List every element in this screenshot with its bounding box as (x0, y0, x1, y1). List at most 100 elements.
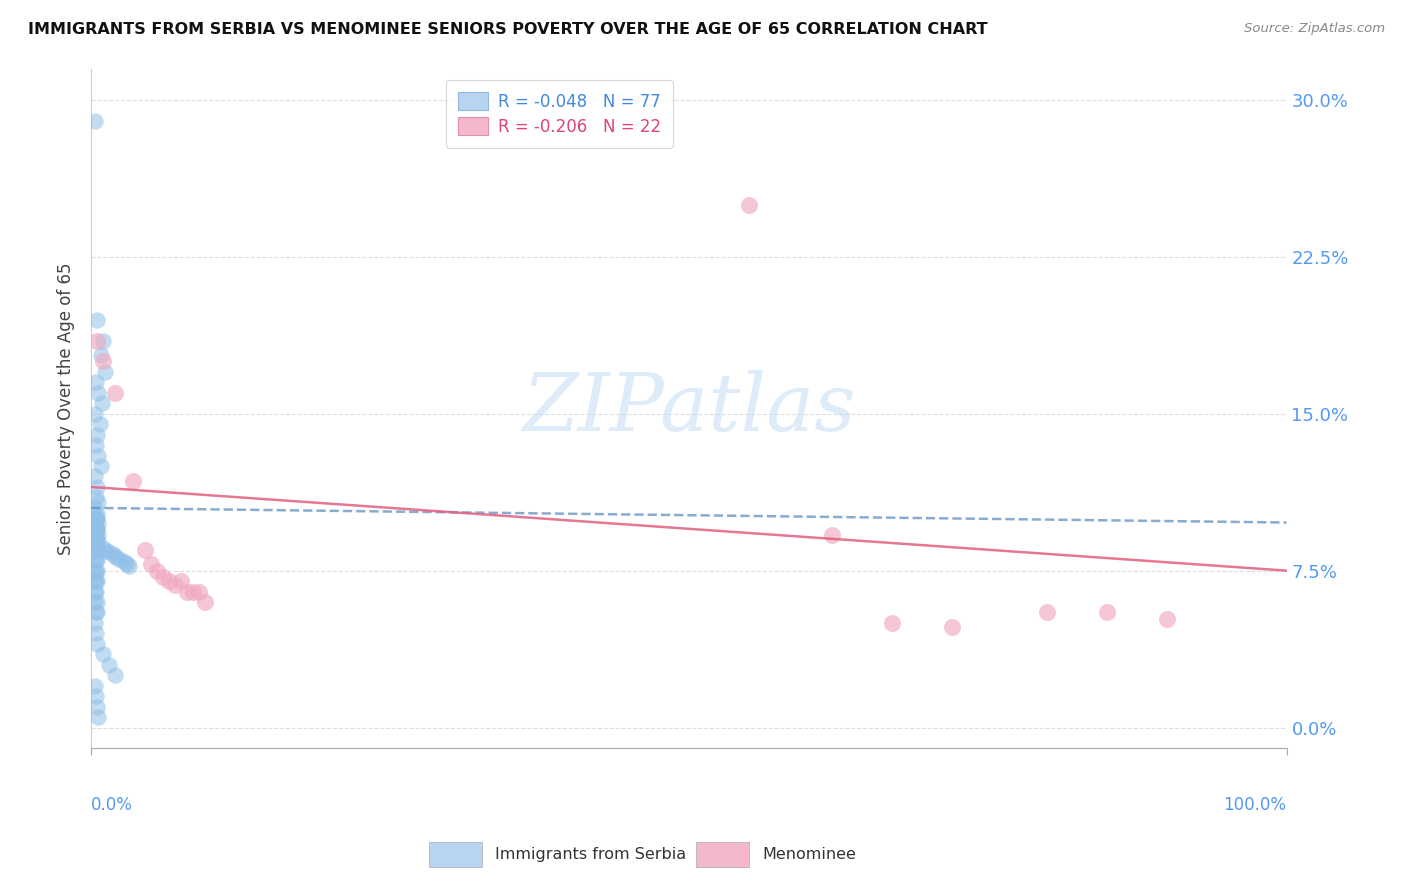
Point (90, 458, 112, 473)
Point (86, 606, 108, 620)
Point (86, 511, 108, 525)
Point (86, 312, 108, 326)
Point (737, 197, 759, 211)
Point (83, 113, 105, 128)
Point (87, 494, 110, 508)
Point (110, 553, 132, 567)
Point (115, 558, 138, 572)
Point (941, 620, 963, 634)
Point (86, 522, 108, 536)
Point (84, 533, 107, 547)
Point (89, 417, 111, 432)
Point (91, 354, 114, 368)
Point (84, 522, 107, 536)
Point (83, 615, 105, 630)
Point (84, 584, 107, 599)
Point (86, 595, 108, 609)
Point (86, 334, 108, 348)
Point (83, 517, 105, 532)
Point (152, 570, 174, 584)
Point (84, 511, 107, 525)
Point (84, 376, 107, 390)
Point (86, 507, 108, 521)
Point (170, 574, 193, 588)
Point (87, 528, 110, 542)
Point (83, 595, 105, 609)
Point (84, 526, 107, 541)
Legend: R = -0.048   N = 77, R = -0.206   N = 22: R = -0.048 N = 77, R = -0.206 N = 22 (446, 80, 672, 147)
Point (86, 637, 108, 651)
Point (86, 427, 108, 442)
Point (84, 689, 107, 703)
Point (94, 542, 117, 557)
Point (157, 574, 180, 588)
Point (880, 615, 903, 630)
Point (86, 553, 108, 567)
Point (181, 584, 204, 599)
Point (107, 551, 129, 566)
Point (98, 545, 121, 559)
Point (83, 533, 105, 547)
Point (86, 699, 108, 714)
Point (86, 533, 108, 547)
Point (84, 438, 107, 452)
Point (83, 500, 105, 515)
Point (122, 474, 145, 488)
Point (91, 541, 114, 555)
Point (91, 648, 114, 662)
Text: 100.0%: 100.0% (1223, 796, 1286, 814)
Point (101, 547, 124, 561)
Point (114, 555, 136, 569)
Point (83, 564, 105, 578)
Point (91, 334, 114, 348)
Point (86, 534, 108, 549)
Point (104, 668, 127, 682)
Point (163, 578, 186, 592)
Point (83, 511, 105, 525)
Point (84, 606, 107, 620)
Point (118, 559, 141, 574)
Point (134, 542, 156, 557)
Point (146, 564, 169, 578)
Point (104, 549, 127, 563)
Point (94, 365, 117, 379)
Point (83, 407, 105, 421)
Point (104, 385, 127, 400)
Point (84, 626, 107, 640)
Text: Menominee: Menominee (762, 847, 856, 862)
Point (176, 584, 198, 599)
Point (98, 657, 121, 672)
Point (84, 553, 107, 567)
Point (83, 584, 105, 599)
Point (86, 542, 108, 557)
Point (90, 348, 112, 362)
Point (86, 564, 108, 578)
Point (83, 533, 105, 547)
Point (83, 679, 105, 693)
Point (194, 595, 217, 609)
Point (83, 522, 105, 536)
Text: ZIPatlas: ZIPatlas (522, 370, 856, 447)
Point (86, 574, 108, 588)
Point (84, 511, 107, 525)
Text: 0.0%: 0.0% (91, 796, 134, 814)
Point (87, 710, 110, 724)
Y-axis label: Seniors Poverty Over the Age of 65: Seniors Poverty Over the Age of 65 (58, 262, 75, 555)
Point (90, 396, 112, 410)
Point (187, 584, 209, 599)
Point (1156, 612, 1178, 626)
Point (821, 528, 844, 542)
Point (84, 542, 107, 557)
Point (83, 553, 105, 567)
Text: Source: ZipAtlas.com: Source: ZipAtlas.com (1244, 22, 1385, 36)
Point (87, 539, 110, 553)
Point (84, 564, 107, 578)
Point (86, 480, 108, 494)
Point (83, 542, 105, 557)
Point (83, 574, 105, 588)
Point (87, 516, 110, 530)
Point (87, 385, 110, 400)
Text: Immigrants from Serbia: Immigrants from Serbia (495, 847, 686, 862)
Point (139, 558, 162, 572)
Point (83, 469, 105, 483)
